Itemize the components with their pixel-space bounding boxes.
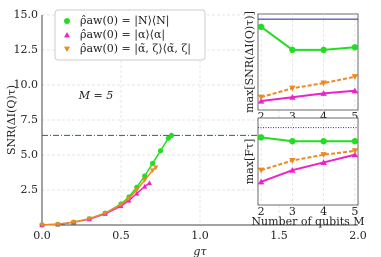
- x-tick-label: 5: [351, 110, 358, 123]
- marker: [134, 187, 140, 193]
- legend-label: ρ̂aw(0) = |N⟩⟨N|: [80, 14, 169, 28]
- marker: [150, 160, 156, 166]
- legend-marker: [64, 32, 70, 38]
- y-axis-label: max[Fτ]: [243, 139, 256, 185]
- marker: [289, 46, 296, 54]
- series-line: [261, 89, 355, 103]
- marker: [289, 167, 296, 173]
- x-tick-label: 3: [289, 205, 296, 218]
- legend-label: ρ̂aw(0) = |α⟩⟨α|: [80, 28, 165, 42]
- series-line: [260, 153, 356, 183]
- marker: [39, 222, 45, 228]
- marker: [351, 148, 359, 155]
- marker: [351, 74, 359, 80]
- legend: [54, 9, 206, 61]
- annotation: M = 5: [78, 89, 113, 102]
- marker: [257, 97, 265, 104]
- x-tick-label: 4: [320, 110, 327, 123]
- marker: [153, 165, 159, 171]
- x-tick-label: 2: [258, 110, 265, 123]
- x-tick-label: 0.5: [112, 229, 130, 242]
- legend-label: ρ̂aw(0) = |α̃, ζ⟩⟨α̃, ζ|: [80, 42, 191, 56]
- marker: [257, 167, 265, 174]
- marker: [150, 168, 156, 173]
- series-line: [260, 149, 355, 172]
- marker: [320, 159, 327, 166]
- y-tick-label: 2.5: [21, 183, 39, 196]
- marker: [320, 152, 327, 158]
- x-tick-label: 5: [351, 205, 358, 218]
- y-tick-label: 15.0: [14, 8, 39, 21]
- marker: [289, 85, 296, 92]
- marker: [320, 46, 327, 54]
- x-tick-label: 1.0: [191, 229, 209, 242]
- marker: [118, 202, 124, 208]
- legend-marker: [64, 46, 70, 52]
- x-tick-label: 2: [258, 205, 265, 218]
- marker: [168, 132, 175, 138]
- marker: [142, 178, 148, 183]
- marker: [257, 178, 265, 185]
- marker: [86, 216, 92, 222]
- marker: [71, 220, 77, 225]
- x-tick-label: 4: [320, 205, 327, 218]
- marker: [257, 94, 265, 101]
- marker: [289, 138, 296, 145]
- y-axis-label: SNR(ΔI(Q)τ): [5, 85, 18, 155]
- marker: [351, 151, 359, 158]
- marker: [320, 138, 327, 145]
- series-line: [260, 25, 355, 51]
- marker: [55, 222, 61, 227]
- x-tick-label: 0.0: [33, 229, 51, 242]
- x-axis-label: gτ: [193, 245, 207, 257]
- legend-marker: [64, 18, 70, 24]
- series-line: [260, 75, 356, 99]
- marker: [126, 196, 132, 201]
- marker: [142, 173, 148, 179]
- marker: [157, 148, 164, 154]
- y-tick-label: 10.0: [14, 78, 39, 91]
- marker: [289, 94, 296, 100]
- marker: [102, 211, 108, 216]
- x-tick-label: 3: [289, 110, 296, 123]
- marker: [142, 183, 148, 189]
- x-tick-label: 2.0: [349, 229, 367, 242]
- marker: [351, 44, 359, 51]
- marker: [134, 190, 140, 196]
- marker: [289, 157, 296, 164]
- marker: [351, 138, 359, 145]
- series-line: [261, 136, 355, 143]
- plot-area: [257, 117, 359, 206]
- y-tick-label: 7.5: [21, 113, 39, 126]
- marker: [320, 80, 327, 87]
- marker: [146, 180, 153, 186]
- y-axis-label: max[SNR(ΔI(Q)τ)]: [243, 11, 256, 113]
- marker: [257, 134, 265, 141]
- legend-box: [54, 9, 206, 61]
- y-tick-label: 5.0: [21, 148, 39, 161]
- x-axis-label: Number of qubits M: [251, 215, 364, 228]
- marker: [257, 23, 265, 30]
- x-tick-label: 1.5: [270, 229, 288, 242]
- marker: [351, 87, 359, 94]
- y-tick-label: 12.5: [14, 43, 39, 56]
- marker: [320, 90, 327, 96]
